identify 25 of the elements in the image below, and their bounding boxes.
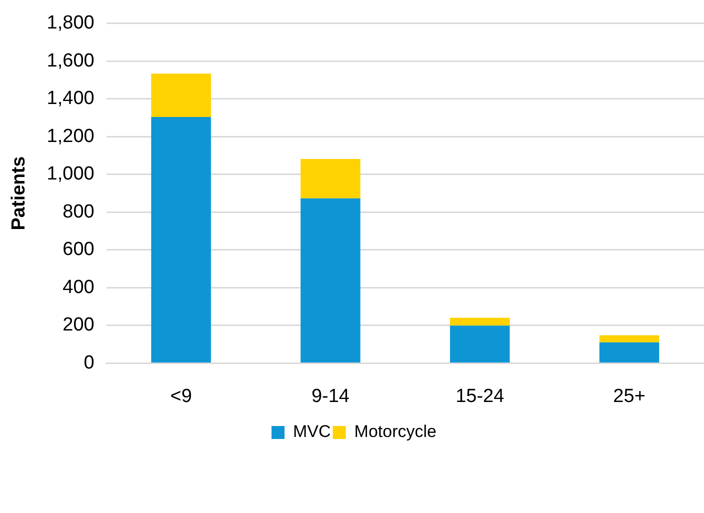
- bar: [599, 335, 660, 342]
- y-tick-label: 600: [62, 239, 94, 260]
- y-tick-label: 200: [62, 314, 94, 336]
- legend-label: Motorcycle: [354, 422, 436, 442]
- x-tick-label: 15-24: [456, 386, 505, 407]
- legend-label: MVC: [293, 422, 331, 442]
- y-tick-label: 1,800: [46, 12, 94, 34]
- bar: [151, 74, 211, 118]
- bar: [300, 198, 360, 362]
- y-axis-title: Patients: [8, 156, 30, 230]
- y-tick-label: 400: [62, 276, 94, 298]
- x-tick-label: 25+: [613, 386, 646, 407]
- bar: [599, 342, 660, 362]
- y-tick-label: 0: [84, 352, 94, 374]
- x-tick-label: 9-14: [311, 386, 350, 407]
- y-tick-label: 1,000: [46, 164, 94, 185]
- y-tick-label: 1,600: [46, 50, 94, 72]
- y-tick-label: 1,200: [46, 126, 94, 147]
- bar: [450, 326, 510, 362]
- bar: [450, 318, 510, 326]
- y-tick-label: 1,400: [46, 88, 94, 110]
- bar: [300, 158, 360, 198]
- x-tick-label: <9: [170, 386, 192, 407]
- bar: [151, 117, 211, 362]
- y-tick-label: 800: [62, 201, 94, 222]
